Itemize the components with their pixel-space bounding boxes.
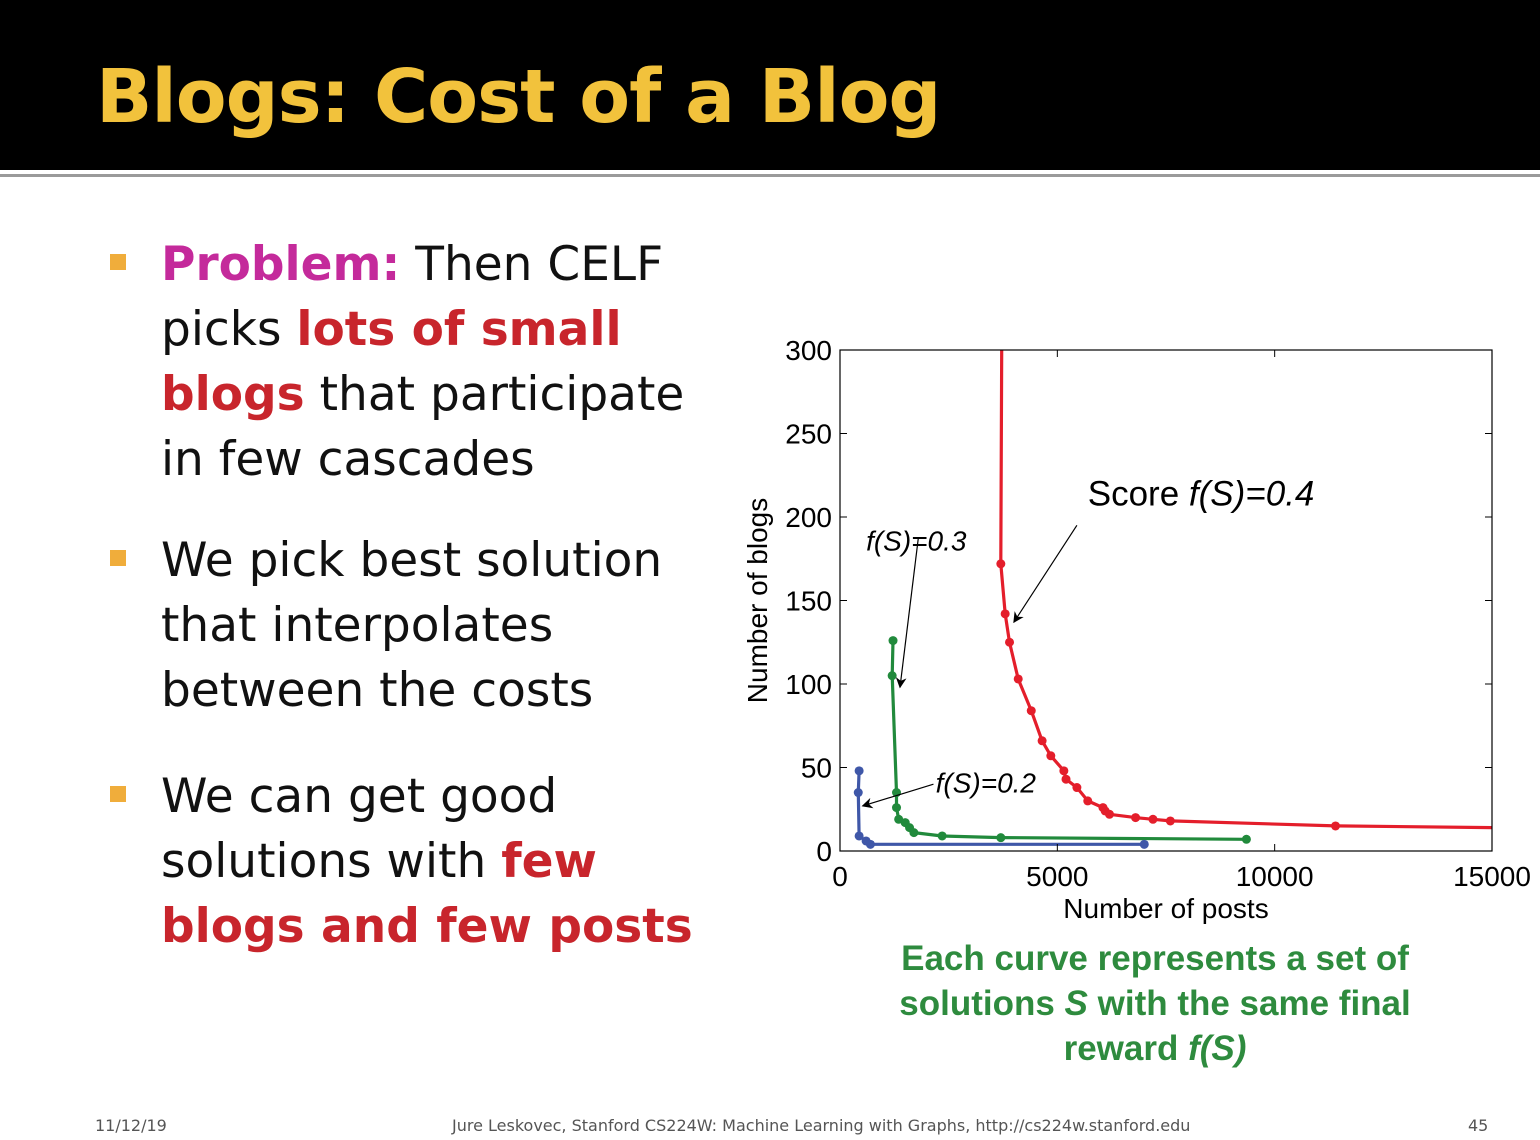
chart-annotations: Score f(S)=0.4f(S)=0.3f(S)=0.2 <box>861 474 1315 809</box>
data-point <box>1139 839 1149 849</box>
page-number: 45 <box>1468 1116 1489 1135</box>
bullet-keyword: lots of small blogs <box>161 302 622 422</box>
x-tick-label: 15000 <box>1453 861 1531 892</box>
data-point <box>1005 637 1015 647</box>
data-point <box>865 839 875 849</box>
bullet-segment: that participate in few cascades <box>161 367 685 487</box>
footer-credit: Jure Leskovec, Stanford CS224W: Machine … <box>452 1116 1191 1135</box>
data-point <box>888 636 898 646</box>
bullet-segment: We can get good solutions with <box>161 769 558 889</box>
bullet-text: Problem: Then CELF picks lots of small b… <box>161 232 700 492</box>
y-axis-label: Number of blogs <box>742 498 773 703</box>
bullet-segment: Then CELF picks <box>161 237 664 357</box>
bullet-interpolation: We pick best solution that interpolates … <box>110 528 700 723</box>
caption-line-2-suffix: with the same final <box>1087 984 1411 1023</box>
x-tick-label: 10000 <box>1236 861 1314 892</box>
bullet-keyword: few blogs and few posts <box>161 834 693 954</box>
annotation-label: Score f(S)=0.4 <box>1088 474 1315 513</box>
data-point <box>937 831 947 841</box>
data-point <box>1241 834 1251 844</box>
data-point <box>1331 821 1341 831</box>
data-point <box>1037 736 1047 746</box>
data-point <box>1148 814 1158 824</box>
chart-axes: 0 5000 10000 15000 0 50 100 150 200 250 300 Number … <box>742 335 1531 924</box>
data-point <box>1131 813 1141 823</box>
data-point <box>996 559 1006 569</box>
bullet-text: We can get good solutions with few blogs… <box>161 764 700 959</box>
caption-variable-s: S <box>1064 984 1088 1023</box>
x-tick-label: 5000 <box>1026 861 1088 892</box>
bullet-keyword: Problem: <box>161 237 401 292</box>
caption-variable-fs: f(S) <box>1188 1029 1247 1068</box>
y-tick-label: 50 <box>801 753 832 784</box>
data-point <box>1000 609 1010 619</box>
y-tick-label: 100 <box>785 669 832 700</box>
title-bar: Blogs: Cost of a Blog <box>0 0 1540 170</box>
x-axis-label: Number of posts <box>1063 893 1268 924</box>
y-tick-label: 150 <box>785 586 832 617</box>
series-line-0 <box>999 350 1492 830</box>
bullet-good-solutions: We can get good solutions with few blogs… <box>110 764 700 959</box>
series-line-1 <box>890 640 1247 841</box>
cost-tradeoff-chart: 0 5000 10000 15000 0 50 100 150 200 250 300 Number … <box>742 335 1531 924</box>
data-point <box>1026 706 1036 716</box>
y-tick-label: 250 <box>785 419 832 450</box>
data-point <box>1165 816 1175 826</box>
data-point <box>1072 783 1082 793</box>
bullet-problem: Problem: Then CELF picks lots of small b… <box>110 232 700 492</box>
data-point <box>1013 674 1023 684</box>
annotation-variable: f(S)=0.4 <box>1189 474 1314 513</box>
slide-title: Blogs: Cost of a Blog <box>96 54 941 140</box>
annotation-arrow <box>1013 525 1078 624</box>
caption-line-3-prefix: reward <box>1063 1029 1189 1068</box>
data-point <box>909 828 919 838</box>
data-point <box>1061 774 1071 784</box>
footer-date: 11/12/19 <box>95 1116 167 1135</box>
y-tick-label: 200 <box>785 502 832 533</box>
bullet-square-icon <box>110 786 126 802</box>
data-point <box>1104 809 1114 819</box>
chart-caption: Each curve represents a set of solutions… <box>855 936 1455 1071</box>
data-point <box>892 803 902 813</box>
data-point <box>854 766 864 776</box>
bullet-square-icon <box>110 550 126 566</box>
annotation-variable: f(S)=0.2 <box>936 768 1037 799</box>
bullet-text: We pick best solution that interpolates … <box>161 528 700 723</box>
data-point <box>996 833 1006 843</box>
caption-line-2-prefix: solutions <box>899 984 1065 1023</box>
chart-marks <box>853 350 1492 849</box>
annotation-arrow <box>861 783 934 809</box>
bullet-segment: We pick best solution that interpolates … <box>161 533 663 718</box>
y-tick-label: 0 <box>816 836 832 867</box>
annotation-arrow <box>895 538 919 689</box>
data-point <box>1059 766 1069 776</box>
caption-line-1: Each curve represents a set of <box>901 939 1409 978</box>
y-tick-label: 300 <box>785 335 832 366</box>
annotation-label: f(S)=0.2 <box>936 768 1037 799</box>
x-tick-label: 0 <box>832 861 848 892</box>
bullet-square-icon <box>110 254 126 270</box>
data-point <box>1083 796 1093 806</box>
title-divider <box>0 174 1540 177</box>
data-point <box>1046 751 1056 761</box>
data-point <box>853 788 863 798</box>
data-point <box>887 671 897 681</box>
data-point <box>854 831 864 841</box>
series-layer <box>853 350 1492 849</box>
annotation-prefix: Score <box>1088 474 1189 513</box>
